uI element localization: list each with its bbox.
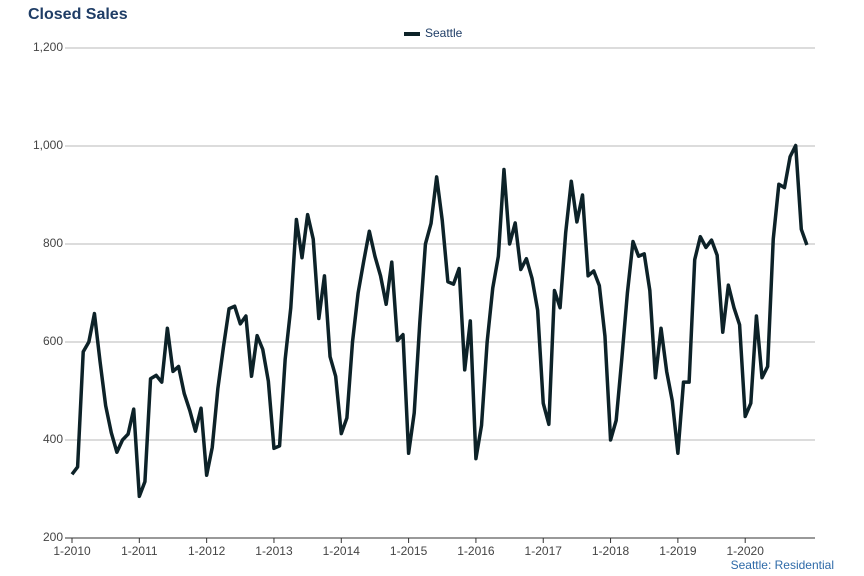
legend-label: Seattle (425, 26, 463, 40)
x-tick-label: 1-2014 (323, 544, 361, 558)
x-tick-label: 1-2011 (121, 544, 158, 558)
x-tick-label: 1-2015 (390, 544, 428, 558)
x-tick-label: 1-2010 (53, 544, 91, 558)
series-line (70, 143, 809, 499)
x-tick-label: 1-2019 (659, 544, 697, 558)
y-tick-label: 800 (43, 236, 63, 250)
y-tick-label: 1,000 (33, 138, 63, 152)
x-tick-label: 1-2018 (592, 544, 630, 558)
x-tick-label: 1-2020 (727, 544, 765, 558)
y-tick-label: 1,200 (33, 40, 63, 54)
chart-subtitle: Seattle: Residential (731, 558, 834, 572)
chart-title: Closed Sales (28, 6, 128, 23)
y-tick-label: 600 (43, 334, 63, 348)
y-tick-label: 400 (43, 432, 63, 446)
x-tick-label: 1-2012 (188, 544, 226, 558)
x-tick-label: 1-2016 (457, 544, 495, 558)
y-tick-label: 200 (43, 530, 63, 544)
x-tick-label: 1-2017 (525, 544, 563, 558)
x-tick-label: 1-2013 (255, 544, 293, 558)
